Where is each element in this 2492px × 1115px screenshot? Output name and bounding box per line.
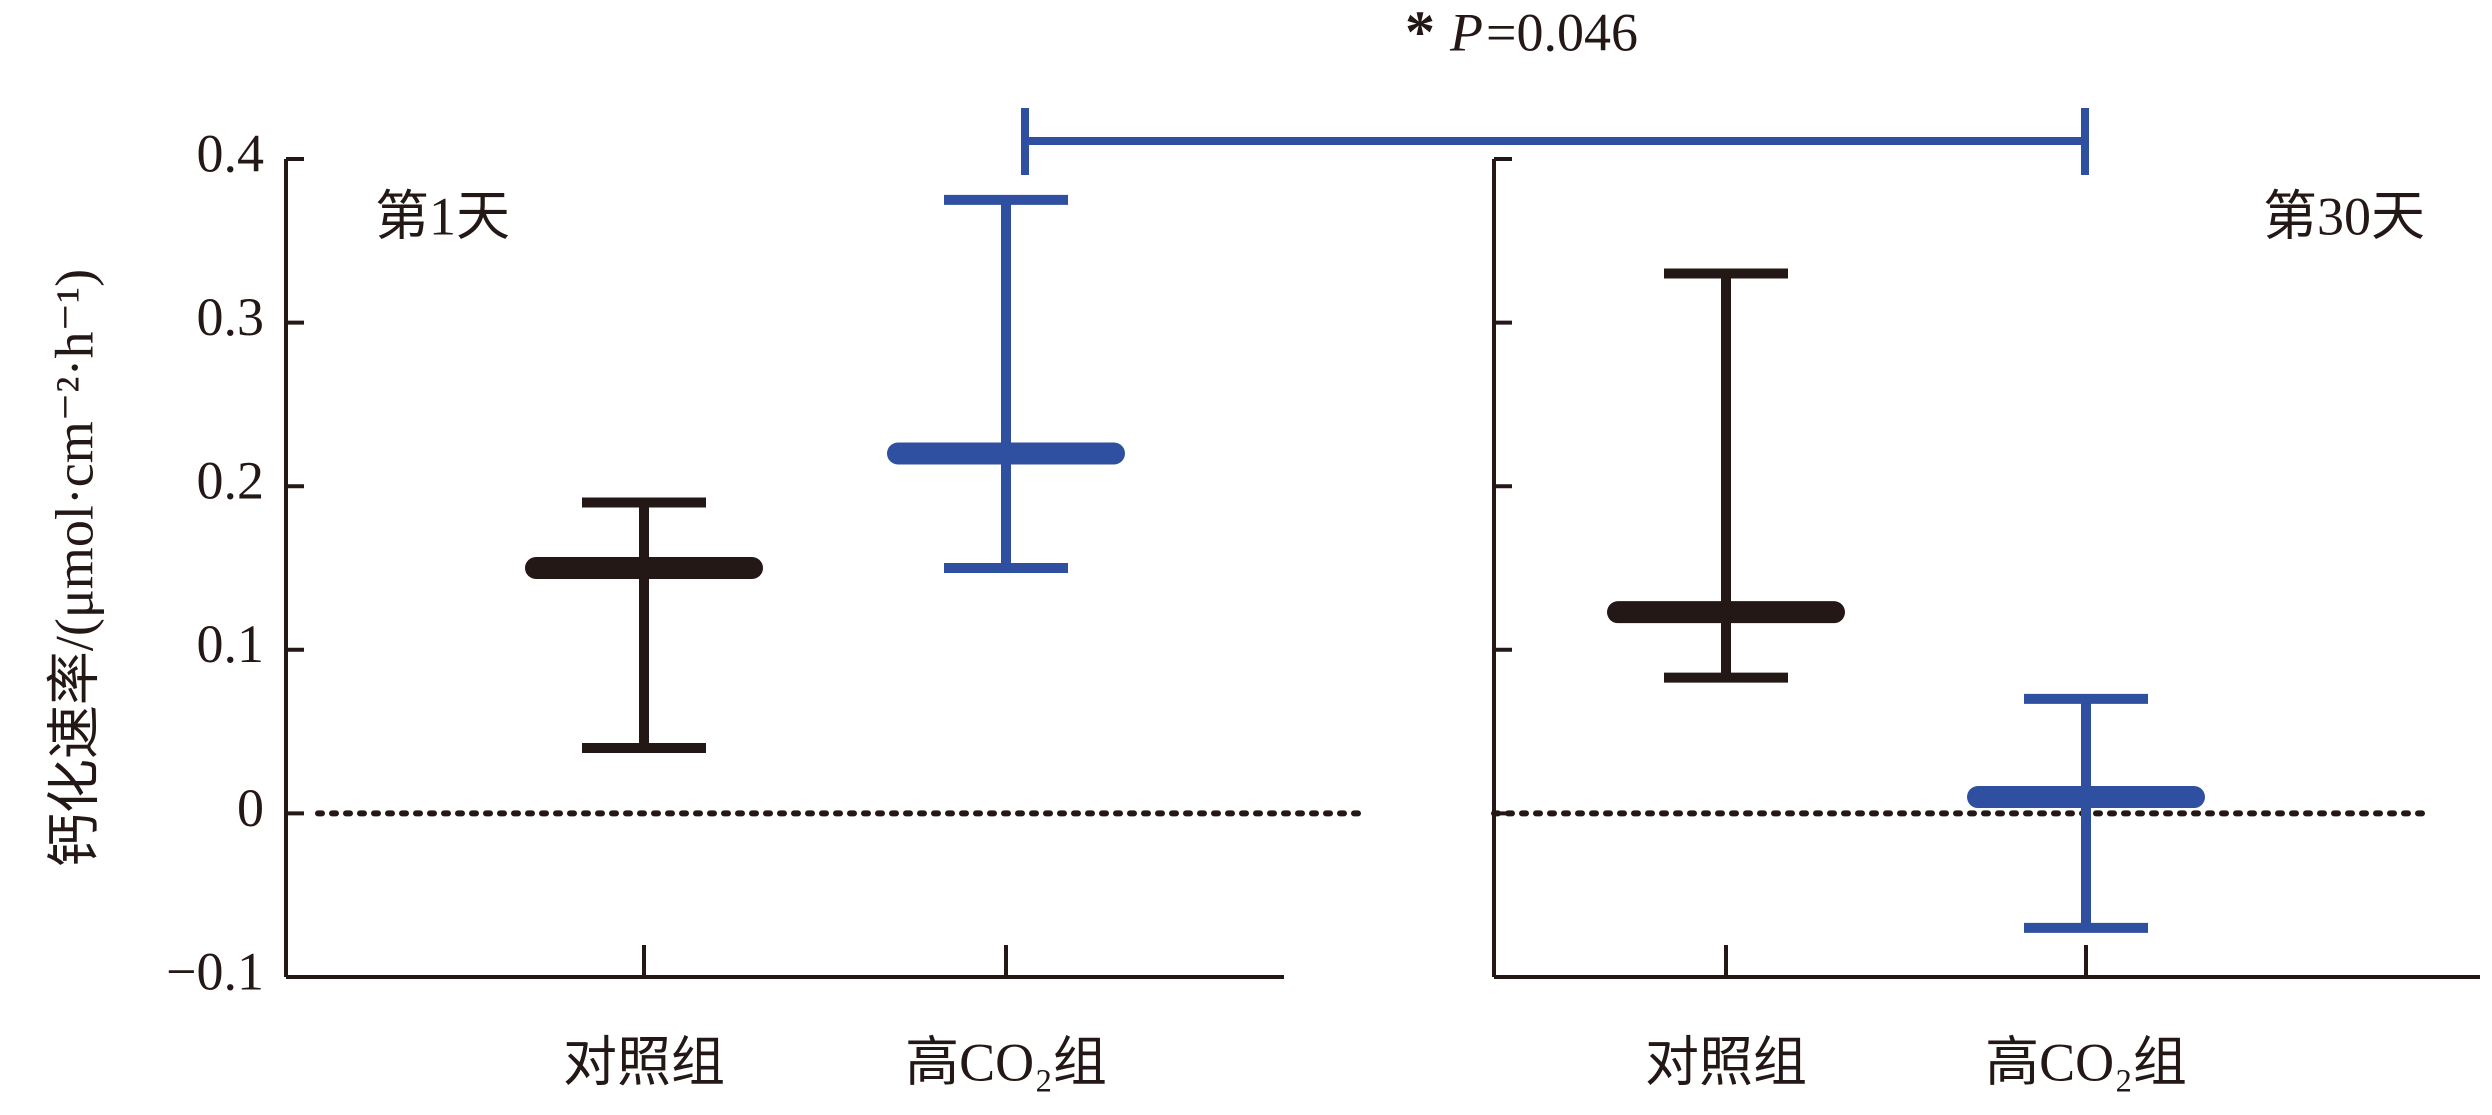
x-tick-label: 对照组 (563, 1032, 725, 1092)
y-tick-label: 0.1 (197, 614, 265, 674)
y-axis-label: 钙化速率/(μmol·cm⁻²·h⁻¹) (44, 269, 104, 867)
y-tick-label: 0.3 (197, 287, 265, 347)
panel-title: 第1天 (375, 186, 510, 246)
y-tick-label: 0.4 (197, 123, 265, 183)
y-tick-label: −0.1 (166, 941, 264, 1001)
y-tick-label: 0 (237, 778, 264, 838)
x-tick-label: 高CO₂组 (1985, 1032, 2187, 1092)
significance-marker: * (1405, 0, 1435, 65)
panel-title: 第30天 (2263, 186, 2425, 246)
x-tick-label: 对照组 (1645, 1032, 1807, 1092)
significance-text: =0.046 (1486, 2, 1638, 62)
significance-label: * P =0.046 (1405, 0, 1638, 65)
x-tick-label: 高CO₂组 (905, 1032, 1107, 1092)
significance-symbol: P (1449, 2, 1483, 62)
significance-bracket (1021, 108, 2089, 175)
y-tick-label: 0.2 (197, 451, 265, 511)
